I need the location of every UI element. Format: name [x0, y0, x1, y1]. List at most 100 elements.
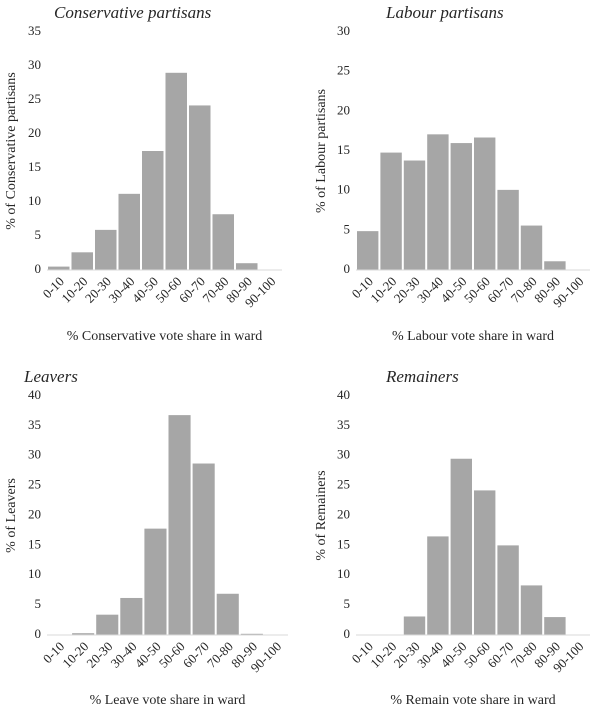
- leavers-bar-20-30: [96, 614, 119, 635]
- leavers-y-tick-0: 0: [35, 626, 42, 641]
- leavers-bar-30-40: [120, 597, 143, 636]
- conservative-x-tick-50-60: 50-60: [152, 274, 184, 306]
- conservative-bar-80-90: [236, 263, 258, 270]
- labour-x-tick-30-40: 30-40: [414, 274, 446, 306]
- remainers-x-axis-title: % Remain vote share in ward: [390, 693, 555, 704]
- conservative-y-tick-25: 25: [28, 91, 41, 106]
- conservative-y-tick-5: 5: [35, 227, 42, 242]
- conservative-bar-10-20: [71, 252, 93, 270]
- leavers-x-tick-70-80: 70-80: [204, 639, 236, 671]
- labour-y-tick-20: 20: [337, 102, 350, 117]
- conservative-bar-50-60: [165, 72, 187, 270]
- labour-y-tick-25: 25: [337, 63, 350, 78]
- remainers-y-tick-35: 35: [337, 417, 350, 432]
- conservative-bar-60-70: [189, 105, 211, 270]
- remainers-chart-title: Remainers: [385, 367, 459, 386]
- labour-y-tick-10: 10: [337, 182, 350, 197]
- remainers-x-tick-10-20: 10-20: [367, 639, 399, 671]
- conservative-y-tick-15: 15: [28, 159, 41, 174]
- labour-bar-70-80: [520, 225, 543, 270]
- remainers-bar-60-70: [497, 545, 519, 636]
- labour-bar-20-30: [403, 160, 426, 270]
- leavers-x-axis-title: % Leave vote share in ward: [90, 693, 246, 704]
- conservative-x-tick-70-80: 70-80: [199, 274, 231, 306]
- remainers-bar-80-90: [544, 617, 566, 636]
- labour-bar-0-10: [357, 231, 379, 270]
- remainers-x-tick-20-30: 20-30: [391, 639, 423, 671]
- labour-y-tick-30: 30: [337, 23, 350, 38]
- remainers-y-tick-20: 20: [337, 506, 350, 521]
- conservative-y-tick-10: 10: [28, 193, 41, 208]
- remainers-x-tick-40-50: 40-50: [437, 639, 469, 671]
- conservative-x-tick-20-30: 20-30: [82, 274, 114, 306]
- labour-x-tick-40-50: 40-50: [437, 274, 469, 306]
- leavers-y-axis-title: % of Leavers: [4, 478, 19, 553]
- conservative-x-tick-10-20: 10-20: [58, 274, 90, 306]
- conservative-bar-70-80: [212, 214, 234, 270]
- leavers-x-tick-40-50: 40-50: [132, 639, 164, 671]
- labour-x-tick-70-80: 70-80: [508, 274, 540, 306]
- leavers-y-tick-10: 10: [28, 566, 41, 581]
- leavers-y-tick-40: 40: [28, 387, 41, 402]
- remainers-y-tick-5: 5: [344, 596, 351, 611]
- labour-x-tick-20-30: 20-30: [391, 274, 423, 306]
- conservative-y-tick-35: 35: [28, 23, 41, 38]
- labour-y-tick-5: 5: [344, 221, 351, 236]
- leavers-bar-50-60: [168, 415, 191, 635]
- leavers-chart-title: Leavers: [23, 367, 78, 386]
- leavers-y-tick-15: 15: [28, 536, 41, 551]
- conservative-y-tick-30: 30: [28, 57, 41, 72]
- remainers-x-tick-70-80: 70-80: [508, 639, 540, 671]
- leavers-x-tick-20-30: 20-30: [83, 639, 115, 671]
- labour-bar-50-60: [474, 137, 496, 270]
- conservative-y-axis-title: % of Conservative partisans: [4, 72, 19, 229]
- labour-bar-30-40: [427, 134, 449, 270]
- conservative-x-tick-40-50: 40-50: [129, 274, 161, 306]
- leavers-bar-60-70: [192, 463, 215, 635]
- labour-bar-40-50: [450, 143, 472, 270]
- remainers-x-tick-50-60: 50-60: [461, 639, 493, 671]
- labour-x-tick-60-70: 60-70: [484, 274, 516, 306]
- labour-x-tick-50-60: 50-60: [461, 274, 493, 306]
- remainers-y-tick-25: 25: [337, 477, 350, 492]
- remainers-bar-40-50: [450, 458, 472, 635]
- leavers-x-tick-10-20: 10-20: [59, 639, 91, 671]
- leavers-y-tick-30: 30: [28, 447, 41, 462]
- leavers-bar-10-20: [72, 633, 95, 635]
- labour-y-tick-0: 0: [344, 261, 351, 276]
- labour-x-tick-10-20: 10-20: [367, 274, 399, 306]
- conservative-y-tick-20: 20: [28, 125, 41, 140]
- conservative-bar-20-30: [95, 229, 117, 270]
- remainers-y-tick-10: 10: [337, 566, 350, 581]
- remainers-bar-50-60: [474, 490, 496, 635]
- leavers-x-tick-30-40: 30-40: [108, 639, 140, 671]
- labour-bar-60-70: [497, 189, 519, 270]
- leavers-bar-40-50: [144, 528, 167, 635]
- labour-y-axis-title: % of Labour partisans: [314, 89, 329, 213]
- leavers-y-tick-5: 5: [35, 596, 42, 611]
- remainers-bar-70-80: [520, 585, 543, 635]
- remainers-y-tick-0: 0: [344, 626, 351, 641]
- remainers-y-axis-title: % of Remainers: [314, 470, 329, 560]
- leavers-y-tick-25: 25: [28, 477, 41, 492]
- conservative-x-axis-title: % Conservative vote share in ward: [67, 329, 263, 344]
- conservative-chart-title: Conservative partisans: [54, 3, 212, 22]
- labour-x-axis-title: % Labour vote share in ward: [392, 329, 554, 344]
- conservative-bar-30-40: [118, 193, 140, 270]
- conservative-y-tick-0: 0: [35, 261, 42, 276]
- leavers-x-tick-50-60: 50-60: [156, 639, 188, 671]
- labour-bar-10-20: [380, 152, 402, 270]
- conservative-bar-0-10: [48, 266, 70, 270]
- remainers-y-tick-30: 30: [337, 447, 350, 462]
- leavers-bar-70-80: [216, 593, 239, 635]
- labour-y-tick-15: 15: [337, 142, 350, 157]
- remainers-x-tick-30-40: 30-40: [414, 639, 446, 671]
- remainers-x-tick-60-70: 60-70: [484, 639, 516, 671]
- leavers-bar-80-90: [240, 633, 263, 635]
- remainers-y-tick-15: 15: [337, 536, 350, 551]
- conservative-x-tick-60-70: 60-70: [176, 274, 208, 306]
- leavers-x-tick-60-70: 60-70: [180, 639, 212, 671]
- conservative-bar-40-50: [142, 151, 164, 270]
- leavers-y-tick-20: 20: [28, 506, 41, 521]
